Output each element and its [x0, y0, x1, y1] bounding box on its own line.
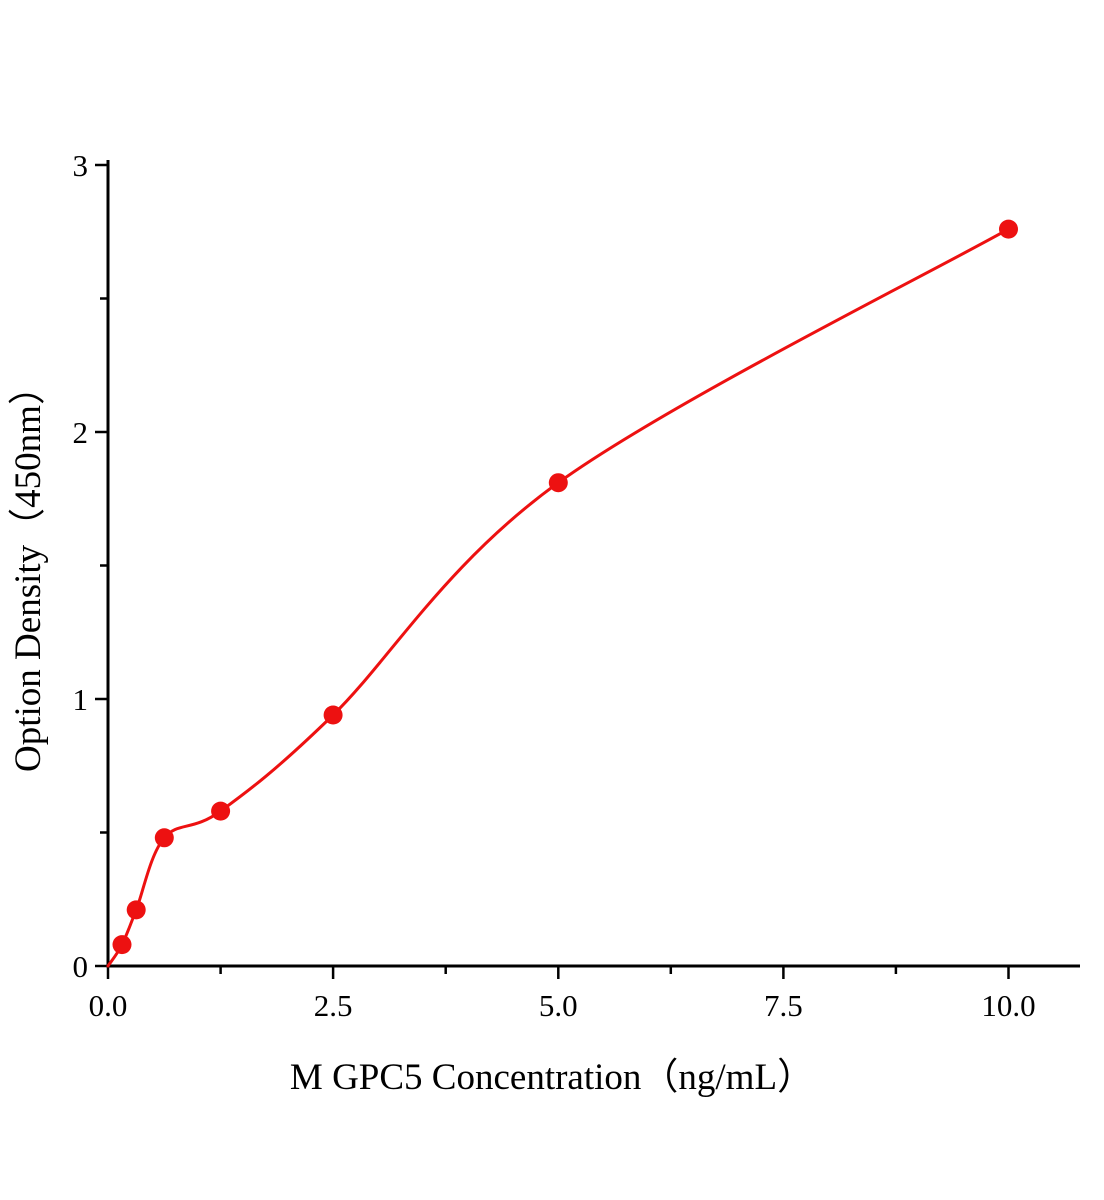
y-tick-label: 2 — [73, 415, 89, 450]
data-point — [999, 219, 1018, 239]
axes-frame — [106, 160, 1080, 968]
x-tick-label: 10.0 — [981, 988, 1035, 1023]
x-tick-label: 0.0 — [89, 988, 128, 1023]
data-point — [211, 801, 231, 821]
x-tick-label: 2.5 — [314, 988, 353, 1023]
y-tick-label: 3 — [73, 148, 89, 183]
data-point — [126, 900, 146, 920]
x-tick-label: 7.5 — [764, 988, 803, 1023]
fit-curve — [106, 227, 1010, 968]
data-point — [154, 828, 174, 848]
data-point — [323, 705, 343, 725]
y-tick-label: 0 — [73, 949, 89, 984]
data-point — [112, 935, 132, 955]
y-axis-title: Option Density（450nm） — [8, 368, 49, 772]
data-point — [548, 473, 568, 493]
x-tick-label: 5.0 — [539, 988, 578, 1023]
y-tick-label: 1 — [73, 682, 89, 717]
x-axis-title: M GPC5 Concentration（ng/mL） — [289, 1057, 815, 1098]
